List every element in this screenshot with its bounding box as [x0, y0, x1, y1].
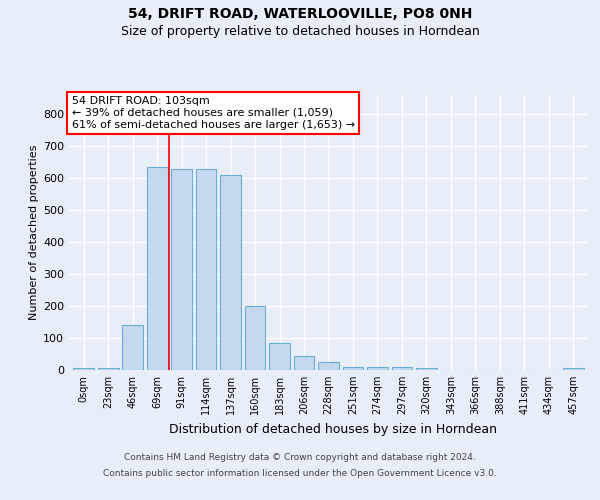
Bar: [147, 167, 167, 370]
Bar: [98, 368, 119, 370]
Y-axis label: Number of detached properties: Number of detached properties: [29, 145, 39, 320]
Text: Size of property relative to detached houses in Horndean: Size of property relative to detached ho…: [121, 25, 479, 38]
Bar: [269, 343, 290, 370]
Bar: [416, 368, 437, 370]
Bar: [343, 367, 364, 370]
Bar: [367, 367, 388, 370]
Bar: [171, 168, 192, 370]
Bar: [196, 168, 217, 370]
Text: Contains HM Land Registry data © Crown copyright and database right 2024.: Contains HM Land Registry data © Crown c…: [124, 454, 476, 462]
Bar: [220, 175, 241, 370]
Bar: [392, 368, 412, 370]
Bar: [122, 325, 143, 370]
Text: Contains public sector information licensed under the Open Government Licence v3: Contains public sector information licen…: [103, 468, 497, 477]
Bar: [245, 306, 265, 370]
Bar: [293, 356, 314, 370]
Bar: [73, 368, 94, 370]
Bar: [563, 368, 584, 370]
Text: 54, DRIFT ROAD, WATERLOOVILLE, PO8 0NH: 54, DRIFT ROAD, WATERLOOVILLE, PO8 0NH: [128, 8, 472, 22]
Bar: [318, 362, 339, 370]
Text: 54 DRIFT ROAD: 103sqm
← 39% of detached houses are smaller (1,059)
61% of semi-d: 54 DRIFT ROAD: 103sqm ← 39% of detached …: [71, 96, 355, 130]
Text: Distribution of detached houses by size in Horndean: Distribution of detached houses by size …: [169, 422, 497, 436]
